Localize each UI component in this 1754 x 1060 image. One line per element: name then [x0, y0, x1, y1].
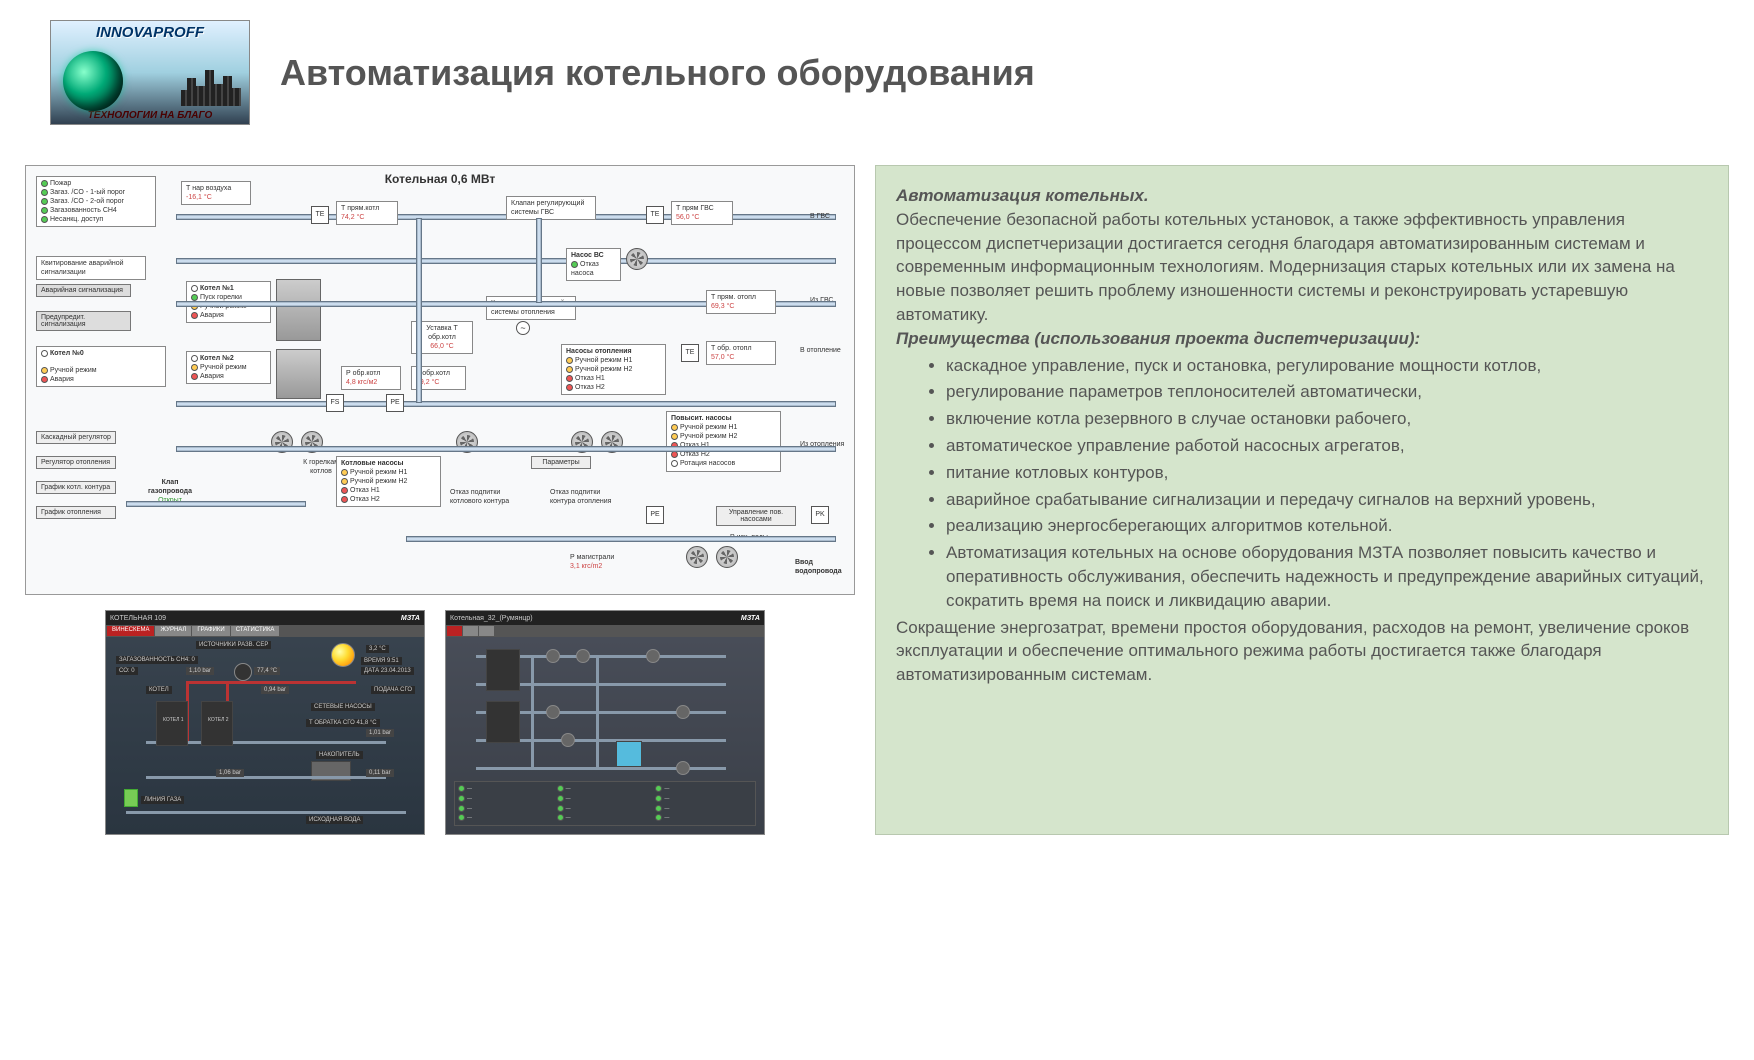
motor-icon — [686, 546, 708, 568]
kvitir: Квитирование аварийной сигнализации — [36, 256, 146, 280]
nasos-otop-panel: Насосы отопления Ручной режим Н1 Ручной … — [561, 344, 666, 395]
advantages-list: каскадное управление, пуск и остановка, … — [896, 354, 1708, 613]
reg-otop-button[interactable]: Регулятор отопления — [36, 456, 116, 469]
valve-icon — [576, 649, 590, 663]
t-air-box: Т нар воздуха -16,1 °C — [181, 181, 251, 205]
list-item: Автоматизация котельных на основе оборуд… — [946, 541, 1708, 612]
bar-reading: 0,94 bar — [261, 686, 289, 694]
pe-sensor: PE — [386, 394, 404, 412]
valve-icon — [646, 649, 660, 663]
thumb-tabs: ВИНЕСКЕМА ЖУРНАЛ ГРАФИКИ СТАТИСТИКА — [106, 625, 424, 637]
logo: INNOVAPROFF ТЕХНОЛОГИИ НА БЛАГО — [50, 20, 250, 125]
tank-icon — [616, 741, 642, 767]
diagram-title: Котельная 0,6 МВт — [385, 172, 496, 186]
v-gvs: В ГВС — [806, 210, 834, 223]
list-item: каскадное управление, пуск и остановка, … — [946, 354, 1708, 378]
valve-icon — [546, 705, 560, 719]
pipe — [126, 501, 306, 507]
te-sensor: TE — [311, 206, 329, 224]
pipe — [406, 536, 836, 542]
predup-button[interactable]: Предупредит. сигнализация — [36, 311, 131, 331]
pipe — [176, 258, 836, 264]
kotl-nasos-panel: Котловые насосы Ручной режим Н1 Ручной р… — [336, 456, 441, 507]
logo-globe-icon — [63, 51, 123, 111]
motor-icon — [626, 248, 648, 270]
thumb-tabs — [446, 625, 764, 637]
avar-sig-button[interactable]: Аварийная сигнализация — [36, 284, 131, 297]
gas-valve-icon — [124, 789, 138, 807]
list-item: питание котловых контуров, — [946, 461, 1708, 485]
t-pram-otop: Т прям. отопл 69,3 °C — [706, 290, 776, 314]
p-magistr: Р магистрали 3,1 кгс/m2 — [566, 551, 631, 573]
boiler-icon — [276, 279, 321, 341]
graf-otop-button[interactable]: График отопления — [36, 506, 116, 519]
upr-pov-button[interactable]: Управление пов. насосами — [716, 506, 796, 526]
thumb-1: КОТЕЛЬНАЯ 109 МЗТА ВИНЕСКЕМА ЖУРНАЛ ГРАФ… — [105, 610, 425, 835]
paragraph-2: Сокращение энергозатрат, времени простоя… — [896, 616, 1708, 687]
klap-otop: Клапан регулирующий системы отопления — [486, 296, 576, 320]
sun-icon — [331, 643, 355, 667]
list-item: реализацию энергосберегающих алгоритмов … — [946, 514, 1708, 538]
list-item: аварийное срабатывание сигнализации и пе… — [946, 488, 1708, 512]
klap-gvs: Клапан регулирующий системы ГВС — [506, 196, 596, 220]
povys-panel: Повысит. насосы Ручной режим Н1 Ручной р… — [666, 411, 781, 472]
logo-subtitle: ТЕХНОЛОГИИ НА БЛАГО — [88, 110, 213, 121]
p-obr: Р обр.котл 4,8 кгс/м2 — [341, 366, 401, 390]
boiler-icon — [486, 649, 520, 691]
graf-kotl-button[interactable]: График котл. контура — [36, 481, 116, 494]
boiler-diagram: Котельная 0,6 МВт Пожар Загаз. /CO - 1-ы… — [25, 165, 855, 595]
otkaz-otop: Отказ подпитки контура отопления — [546, 486, 626, 508]
thumb-titlebar: КОТЕЛЬНАЯ 109 МЗТА — [106, 611, 424, 625]
thumb-titlebar: Котельная_32_(Румянцр) МЗТА — [446, 611, 764, 625]
t-pram-gvs: Т прям ГВС 56,0 °C — [671, 201, 733, 225]
pipe — [176, 401, 836, 407]
pipe — [176, 446, 836, 452]
fs-sensor: FS — [326, 394, 344, 412]
valve-icon — [676, 705, 690, 719]
kotel2-panel: Котел №2 Ручной режим Авария — [186, 351, 271, 384]
v-otop: В отопление — [796, 344, 845, 357]
list-item: автоматическое управление работой насосн… — [946, 434, 1708, 458]
valve-icon — [676, 761, 690, 775]
list-item: регулирование параметров теплоносителей … — [946, 380, 1708, 404]
vvod: Ввод водопровода — [791, 556, 854, 578]
valve-icon — [561, 733, 575, 747]
pe-sensor: PE — [646, 506, 664, 524]
list-item: включение котла резервного в случае оста… — [946, 407, 1708, 431]
left-column: Котельная 0,6 МВт Пожар Загаз. /CO - 1-ы… — [25, 165, 855, 835]
t-obr-otop: Т обр. отопл 57,0 °C — [706, 341, 776, 365]
thumbnails-row: КОТЕЛЬНАЯ 109 МЗТА ВИНЕСКЕМА ЖУРНАЛ ГРАФ… — [25, 610, 855, 835]
te-sensor: TE — [681, 344, 699, 362]
valve-icon — [546, 649, 560, 663]
legend: ——— ——— ——— ——— — [454, 781, 756, 826]
section-title-1: Автоматизация котельных. — [896, 186, 1149, 205]
gauge-icon — [234, 663, 252, 681]
page-title: Автоматизация котельного оборудования — [280, 52, 1035, 94]
section-title-2: Преимущества (использования проекта дисп… — [896, 329, 1420, 348]
thumb-2: Котельная_32_(Румянцр) МЗТА — [445, 610, 765, 835]
te-sensor: TE — [646, 206, 664, 224]
motor-icon — [716, 546, 738, 568]
otkaz-kotl: Отказ подпитки котлового контура — [446, 486, 526, 508]
paragraph-1: Обеспечение безопасной работы котельных … — [896, 208, 1708, 327]
logo-city-icon — [181, 66, 241, 106]
boiler-icon — [486, 701, 520, 743]
pipe — [416, 218, 422, 403]
pipe — [536, 218, 542, 303]
status-panel: Пожар Загаз. /CO - 1-ый порог Загаз. /CO… — [36, 176, 156, 227]
valve-icon: ~ — [516, 321, 530, 335]
t-pram-kotl: Т прям.котл 74,2 °C — [336, 201, 398, 225]
nasos-bc: Насос ВС Отказ насоса — [566, 248, 621, 281]
logo-title: INNOVAPROFF — [96, 24, 204, 41]
kaskad-button[interactable]: Каскадный регулятор — [36, 431, 116, 444]
boiler-icon — [276, 349, 321, 399]
text-panel: Автоматизация котельных. Обеспечение без… — [875, 165, 1729, 835]
parametry-button[interactable]: Параметры — [531, 456, 591, 469]
kotel0-panel: Котел №0 Ручной режим Авария — [36, 346, 166, 387]
pk-sensor: PK — [811, 506, 829, 524]
